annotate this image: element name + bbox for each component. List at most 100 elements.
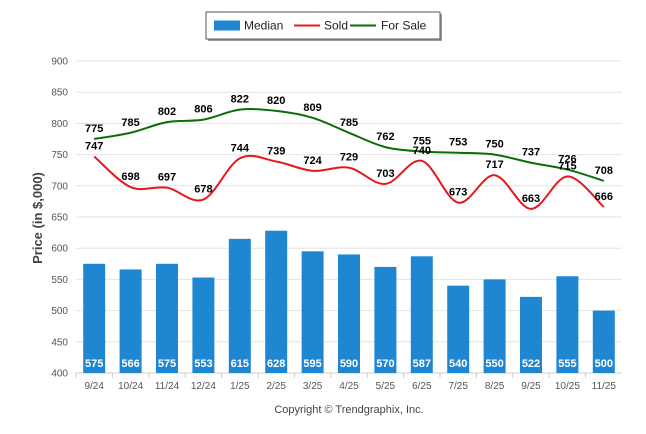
- x-tick-label: 6/25: [412, 381, 432, 392]
- x-tick-label: 2/25: [266, 381, 286, 392]
- median-bar-label: 566: [121, 358, 139, 370]
- legend-label-sold: Sold: [324, 19, 348, 33]
- y-tick-label: 650: [51, 213, 68, 224]
- x-tick-label: 1/25: [230, 381, 250, 392]
- x-tick-label: 11/25: [592, 381, 617, 392]
- median-bar: [483, 279, 506, 373]
- sold-point-label: 715: [558, 160, 576, 172]
- median-bar-label: 575: [85, 358, 103, 370]
- series-lines: [93, 108, 605, 210]
- median-bar: [301, 251, 324, 373]
- for-sale-point-label: 726: [558, 154, 576, 166]
- y-tick-label: 750: [51, 150, 68, 161]
- median-bar-label: 628: [267, 358, 285, 370]
- for-sale-point-label: 785: [121, 117, 139, 129]
- for-sale-point-label: 708: [595, 165, 613, 177]
- median-bar-label: 590: [340, 358, 358, 370]
- y-tick-label: 550: [51, 275, 68, 286]
- sold-point-label: 747: [85, 140, 103, 152]
- x-tick-label: 8/25: [485, 381, 505, 392]
- y-tick-label: 850: [51, 88, 68, 99]
- median-bar: [374, 266, 397, 373]
- legend-label-for-sale: For Sale: [381, 19, 427, 33]
- y-tick-label: 700: [51, 181, 68, 192]
- sold-point-label: 744: [231, 142, 250, 154]
- median-bar-label: 575: [158, 358, 176, 370]
- median-bar: [228, 238, 251, 373]
- sold-point-label: 697: [158, 172, 176, 184]
- y-tick-label: 600: [51, 244, 68, 255]
- x-tick-label: 9/24: [84, 381, 104, 392]
- sold-point-label: 739: [267, 145, 285, 157]
- median-bar: [192, 277, 215, 373]
- median-bar-label: 553: [194, 358, 212, 370]
- y-tick-label: 900: [51, 57, 68, 68]
- median-bar: [265, 230, 288, 373]
- median-bar: [119, 269, 142, 373]
- legend-swatch-median: [214, 20, 240, 31]
- for-sale-point-label: 762: [376, 131, 394, 143]
- for-sale-line: [94, 108, 605, 182]
- for-sale-point-label: 753: [449, 137, 467, 149]
- sold-point-label: 740: [413, 145, 431, 157]
- sold-line: [93, 154, 605, 210]
- median-bar: [592, 310, 615, 373]
- x-tick-label: 9/25: [521, 381, 541, 392]
- median-bar: [447, 285, 470, 373]
- sold-point-label: 673: [449, 187, 467, 199]
- x-tick-label: 3/25: [303, 381, 323, 392]
- median-bar: [410, 256, 433, 373]
- sold-point-label: 663: [522, 193, 540, 205]
- for-sale-point-label: 737: [522, 147, 540, 159]
- for-sale-point-label: 785: [340, 117, 358, 129]
- x-tick-label: 11/24: [155, 381, 180, 392]
- median-bar-label: 522: [522, 358, 540, 370]
- median-bar-label: 555: [558, 358, 576, 370]
- sold-point-label: 678: [194, 184, 212, 196]
- for-sale-point-label: 755: [413, 135, 431, 147]
- median-bars: [83, 230, 615, 373]
- sold-point-label: 698: [121, 171, 139, 183]
- median-bar: [556, 276, 579, 373]
- legend[interactable]: Median Sold For Sale: [205, 11, 442, 41]
- for-sale-point-label: 802: [158, 106, 176, 118]
- for-sale-point-label: 775: [85, 123, 103, 135]
- y-tick-label: 450: [51, 337, 68, 348]
- y-axis: 400 450 500 550 600 650 700 750 800 850 900: [51, 57, 68, 380]
- x-tick-label: 5/25: [376, 381, 396, 392]
- for-sale-point-label: 822: [231, 94, 249, 106]
- for-sale-point-label: 820: [267, 95, 285, 107]
- median-bar-label: 500: [595, 358, 613, 370]
- y-tick-label: 500: [51, 306, 68, 317]
- for-sale-point-label: 806: [194, 104, 212, 116]
- sold-point-label: 729: [340, 152, 358, 164]
- legend-box: [205, 11, 441, 40]
- x-tick-label: 10/24: [118, 381, 143, 392]
- sold-point-label: 703: [376, 168, 394, 180]
- for-sale-point-label: 750: [485, 139, 503, 151]
- sold-point-label: 666: [595, 191, 613, 203]
- median-bar: [520, 296, 542, 373]
- copyright-footer: Copyright © Trendgraphix, Inc.: [274, 404, 423, 416]
- median-bar: [156, 263, 178, 373]
- x-tick-label: 7/25: [448, 381, 468, 392]
- x-tick-label: 10/25: [555, 381, 580, 392]
- sold-point-label: 717: [485, 159, 503, 171]
- median-bar-label: 615: [231, 358, 249, 370]
- median-bar-label: 540: [449, 358, 467, 370]
- y-tick-label: 800: [51, 119, 68, 130]
- median-bar: [338, 254, 360, 373]
- x-axis: 9/24 10/24 11/24 12/24 1/25 2/25 3/25 4/25 5/25 6…: [75, 372, 622, 392]
- median-bar-label: 550: [485, 358, 503, 370]
- median-bar: [83, 263, 106, 373]
- x-tick-label: 12/24: [191, 381, 216, 392]
- for-sale-point-label: 809: [303, 102, 321, 114]
- x-tick-label: 4/25: [339, 381, 359, 392]
- median-bar-label: 595: [303, 358, 321, 370]
- median-bar-label: 570: [376, 358, 394, 370]
- median-bar-label: 587: [413, 358, 431, 370]
- y-tick-label: 400: [51, 369, 68, 380]
- sold-point-label: 724: [303, 155, 322, 167]
- data-labels: 575 566 575 553 615 628 595 590 570 587 540 550 522 5…: [85, 94, 613, 370]
